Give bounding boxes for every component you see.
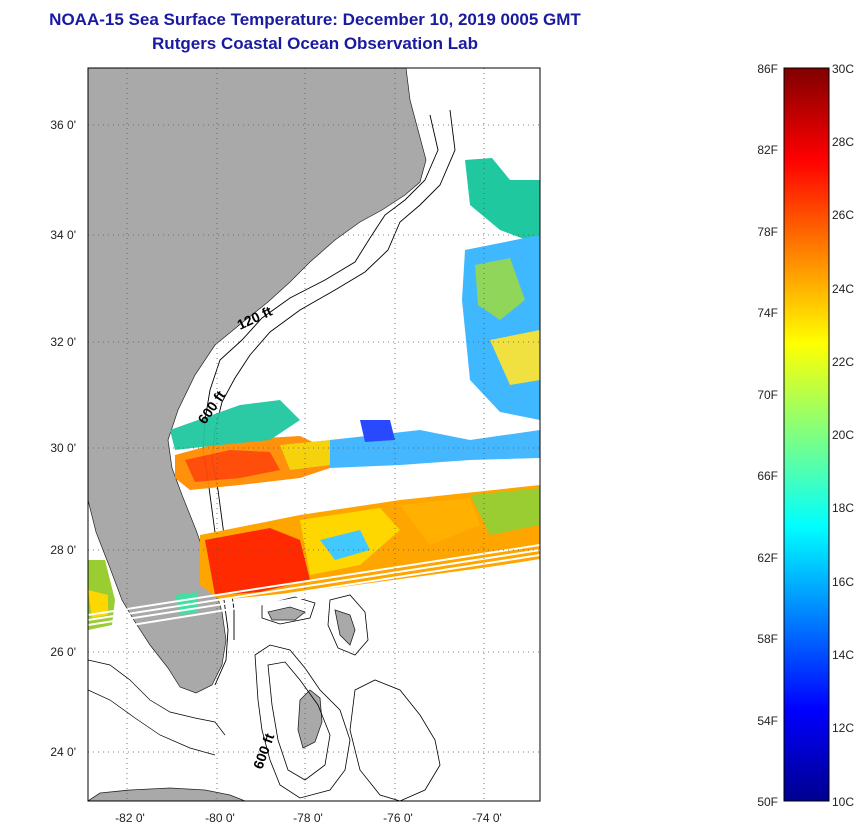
cb-f-label: 78F [757,225,778,239]
cb-f-label: 58F [757,632,778,646]
sst-south-band [200,485,540,600]
cb-c-label: 26C [832,208,854,222]
cb-f-label: 54F [757,714,778,728]
cb-f-label: 50F [757,795,778,809]
cb-c-label: 16C [832,575,854,589]
lon-tick-label: -76 0' [383,811,413,825]
cb-c-label: 30C [832,62,854,76]
lat-tick-label: 26 0' [50,645,76,659]
sst-north-band [170,400,540,490]
land-us-southeast [88,68,427,694]
colorbar-f-labels: 86F 82F 78F 74F 70F 66F 62F 58F 54F 50F [757,62,778,809]
cb-c-label: 18C [832,501,854,515]
lon-tick-label: -74 0' [472,811,502,825]
cb-f-label: 62F [757,551,778,565]
cb-f-label: 82F [757,143,778,157]
land-abaco [334,609,356,646]
map-content [88,68,540,801]
lat-tick-labels: 36 0' 34 0' 32 0' 30 0' 28 0' 26 0' 24 0… [50,118,76,759]
bahamas-bank-contours [254,594,441,801]
map-title: NOAA-15 Sea Surface Temperature: Decembe… [49,10,581,29]
scan-gaps [88,544,540,633]
lat-tick-label: 28 0' [50,543,76,557]
cb-c-label: 10C [832,795,854,809]
lat-tick-label: 32 0' [50,335,76,349]
cb-f-label: 74F [757,306,778,320]
cb-c-label: 24C [832,282,854,296]
colorbar-c-labels: 30C 28C 26C 24C 22C 20C 18C 16C 14C 12C … [832,62,854,809]
cb-f-label: 86F [757,62,778,76]
lat-tick-label: 30 0' [50,441,76,455]
lat-tick-label: 34 0' [50,228,76,242]
cb-f-label: 70F [757,388,778,402]
lon-tick-labels: -82 0' -80 0' -78 0' -76 0' -74 0' [115,811,502,825]
gulf-contours [88,659,226,756]
map-subtitle: Rutgers Coastal Ocean Observation Lab [152,34,478,53]
cb-c-label: 20C [832,428,854,442]
cb-c-label: 14C [832,648,854,662]
sst-northeast-patches [462,158,540,420]
map-grid [88,68,540,801]
lat-tick-label: 24 0' [50,745,76,759]
lon-tick-label: -78 0' [293,811,323,825]
land-andros [297,689,323,749]
cb-c-label: 28C [832,135,854,149]
lon-tick-label: -82 0' [115,811,145,825]
cb-c-label: 12C [832,721,854,735]
cb-c-label: 22C [832,355,854,369]
cb-f-label: 66F [757,469,778,483]
colorbar-gradient [783,67,830,802]
lat-tick-label: 36 0' [50,118,76,132]
land-cuba [88,787,246,801]
map-frame [87,67,541,802]
lon-tick-label: -80 0' [205,811,235,825]
land-grand-bahama [267,606,306,621]
